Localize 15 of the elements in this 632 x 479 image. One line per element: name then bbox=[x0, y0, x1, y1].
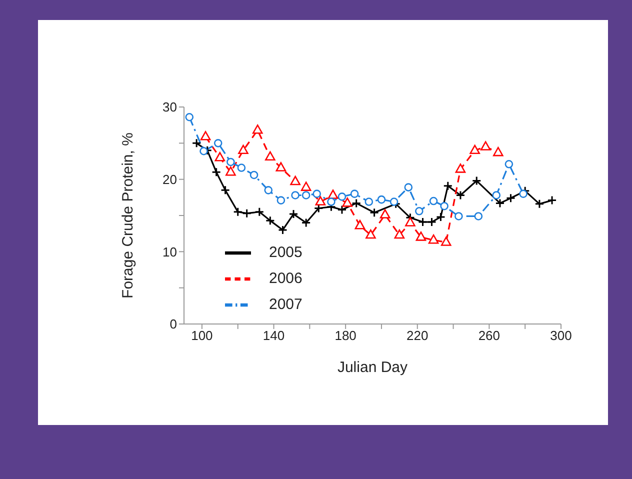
x-tick-label: 220 bbox=[406, 328, 428, 344]
x-tick-label: 140 bbox=[262, 328, 285, 344]
x-tick-label: 180 bbox=[334, 328, 356, 344]
y-tick-label: 30 bbox=[162, 100, 177, 115]
y-tick-label: 10 bbox=[162, 244, 177, 260]
x-axis-title: Julian Day bbox=[337, 359, 408, 376]
legend-label: 2006 bbox=[269, 270, 302, 287]
y-axis-title: Forage Crude Protein, % bbox=[119, 132, 136, 298]
y-tick-label: 0 bbox=[170, 316, 177, 332]
y-tick-label: 20 bbox=[162, 172, 177, 187]
x-tick-label: 260 bbox=[478, 328, 500, 344]
legend-label: 2005 bbox=[269, 244, 302, 261]
legend-label: 2007 bbox=[269, 296, 302, 313]
x-tick-label: 100 bbox=[191, 328, 213, 344]
x-tick-label: 300 bbox=[550, 328, 572, 344]
